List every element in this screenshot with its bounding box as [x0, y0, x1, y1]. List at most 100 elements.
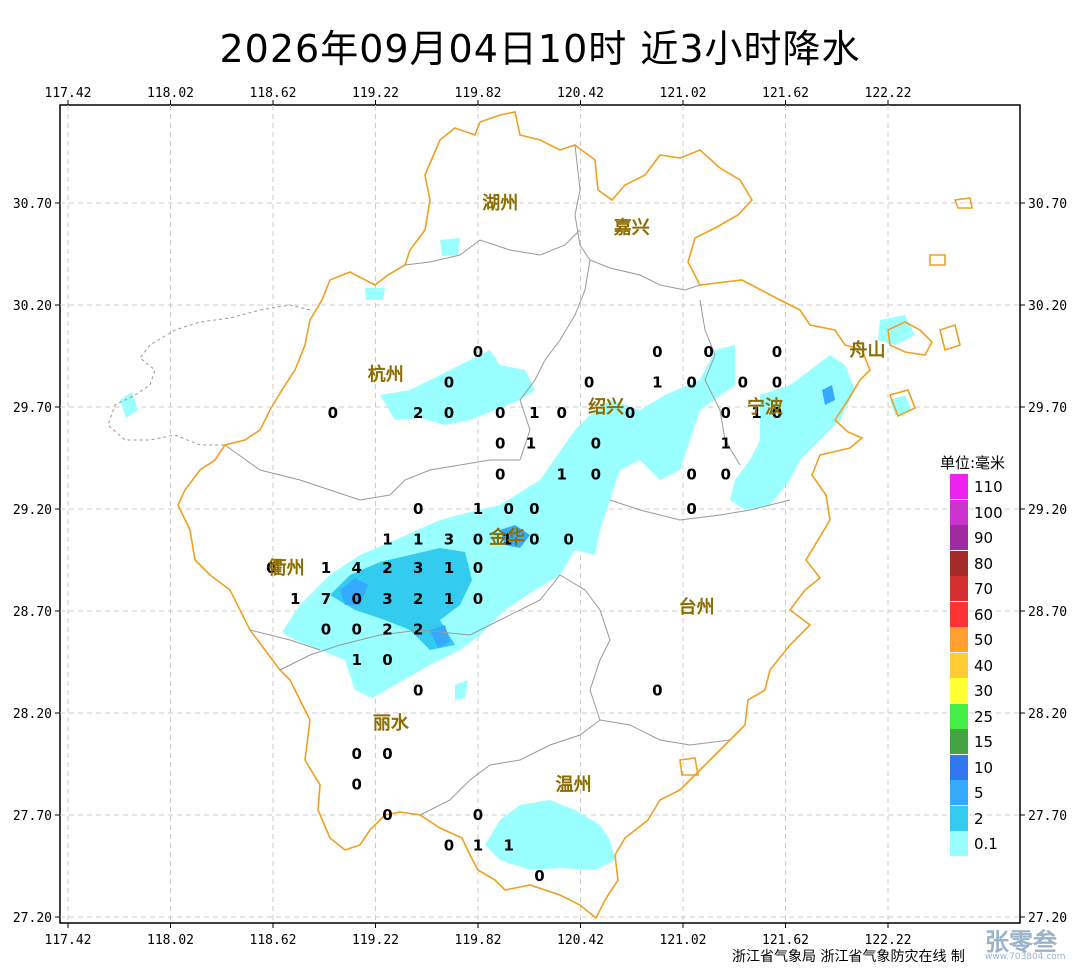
precip-value: 2: [413, 590, 423, 608]
island-5: [929, 254, 946, 266]
city-label: 衢州: [269, 557, 305, 579]
legend-item: 50: [950, 627, 1060, 652]
precip-value: 2: [413, 620, 423, 638]
precip-value: 1: [556, 465, 566, 483]
legend-item: 80: [950, 550, 1060, 576]
precip-value: 3: [444, 531, 454, 549]
border-huzhou-hangzhou: [404, 229, 581, 266]
precip-value: 0: [473, 343, 483, 361]
precip-value: 0: [563, 531, 573, 549]
island-6: [679, 757, 699, 776]
precip-value: 0: [382, 745, 392, 763]
province-boundary: [177, 111, 973, 920]
tick-label-x-bottom: 118.62: [250, 933, 297, 948]
precip-value: 1: [413, 531, 423, 549]
rain-speck-1: [120, 392, 138, 418]
tick-label-x-top: 117.42: [45, 86, 92, 101]
watermark-text: 张零叁: [985, 928, 1057, 956]
precip-value: 0: [382, 806, 392, 824]
precip-value: 1: [720, 435, 730, 453]
legend-swatch: [950, 601, 968, 627]
precip-value: 0: [473, 531, 483, 549]
precip-value: 0: [413, 682, 423, 700]
island-4: [953, 197, 973, 209]
tick-label-y-right: 28.20: [1028, 707, 1067, 722]
legend-swatch: [950, 576, 968, 601]
legend-swatch: [950, 525, 968, 550]
legend-item: 0.1: [950, 831, 1060, 856]
precip-value: 0: [772, 343, 782, 361]
precip-value: 0: [351, 590, 361, 608]
precip-value: 0: [351, 620, 361, 638]
precipitation-values: 0 0 0 00 0 1 0 0 00 2 0 0 1 0 0 0 1 00 1 0 10 1 0 0 00 1 0 0 01 1 3 0 1 0…: [266, 343, 782, 885]
precip-value: 0: [473, 559, 483, 577]
precip-value: 1: [473, 837, 483, 855]
precip-value: 0: [495, 404, 505, 422]
tick-label-y-right: 30.20: [1028, 299, 1067, 314]
tick-label-y-left: 30.70: [13, 197, 52, 212]
legend-swatch: [950, 678, 968, 703]
legend-item: 110: [950, 474, 1060, 499]
tick-label-y-left: 28.20: [13, 707, 52, 722]
legend-item: 60: [950, 601, 1060, 627]
city-label: 杭州: [368, 363, 404, 385]
tick-label-x-top: 120.42: [557, 86, 604, 101]
neighbor-border: [107, 304, 311, 446]
tick-label-y-right: 27.70: [1028, 809, 1067, 824]
precip-value: 1: [321, 559, 331, 577]
legend-swatch: [950, 550, 968, 576]
tick-label-y-left: 27.70: [13, 809, 52, 824]
rain-5mm: [340, 578, 368, 605]
tick-label-x-bottom: 119.22: [352, 933, 399, 948]
rain-5mm-jinhua: [430, 625, 450, 648]
city-label: 舟山: [850, 339, 886, 361]
rain-5mm-east: [500, 525, 530, 548]
precip-value: 0: [444, 837, 454, 855]
precip-value: 1: [444, 590, 454, 608]
precip-value: 0: [686, 465, 696, 483]
axis-ticks: 117.42 117.42 118.02 118.02 118.62 118.62 119.…: [13, 86, 1067, 948]
city-label: 湖州: [482, 193, 518, 214]
precip-value: 7: [321, 590, 331, 608]
precip-value: 0: [413, 500, 423, 518]
precip-value: 0: [625, 404, 635, 422]
city-boundaries: [224, 144, 791, 816]
precip-value: 1: [382, 531, 392, 549]
legend-title: 单位:毫米: [940, 454, 1006, 472]
rain-speck-4: [455, 680, 468, 700]
precip-value: 2: [382, 559, 392, 577]
legend-item: 70: [950, 576, 1060, 601]
precip-value: 0: [351, 775, 361, 793]
border-hangzhou-quzhou: [224, 444, 520, 501]
legend-item: 30: [950, 678, 1060, 703]
precip-value: 0: [720, 465, 730, 483]
legend-item: 100: [950, 499, 1060, 525]
border-lishui-wenzhou: [419, 719, 731, 816]
border-quzhou-lishui: [249, 629, 321, 651]
border-taizhou-ningbo: [609, 499, 791, 521]
precip-value: 0: [266, 559, 276, 577]
precip-value: 0: [534, 867, 544, 885]
precip-value: 1: [504, 837, 514, 855]
tick-label-y-right: 27.20: [1028, 911, 1067, 926]
precip-value: 1: [502, 531, 512, 549]
legend-label: 80: [974, 554, 994, 573]
precip-value: 0: [652, 343, 662, 361]
precip-value: 0: [686, 374, 696, 392]
city-label: 宁波: [747, 396, 784, 418]
precip-value: 1: [652, 374, 662, 392]
precip-value: 0: [351, 745, 361, 763]
legend-swatch: [950, 729, 968, 754]
legend-label: 5: [974, 784, 984, 802]
tick-label-x-top: 121.62: [762, 86, 809, 101]
border-hangzhou-shaoxing: [519, 259, 591, 461]
precip-value: 0: [321, 620, 331, 638]
tick-label-x-top: 118.02: [147, 86, 194, 101]
tick-label-x-bottom: 119.82: [455, 933, 502, 948]
precip-value: 1: [290, 590, 300, 608]
tick-label-x-bottom: 121.02: [660, 933, 707, 948]
legend-label: 70: [974, 580, 994, 598]
precip-value: 0: [703, 343, 713, 361]
zhejiang-outline: [177, 111, 871, 920]
city-label: 温州: [556, 774, 592, 795]
